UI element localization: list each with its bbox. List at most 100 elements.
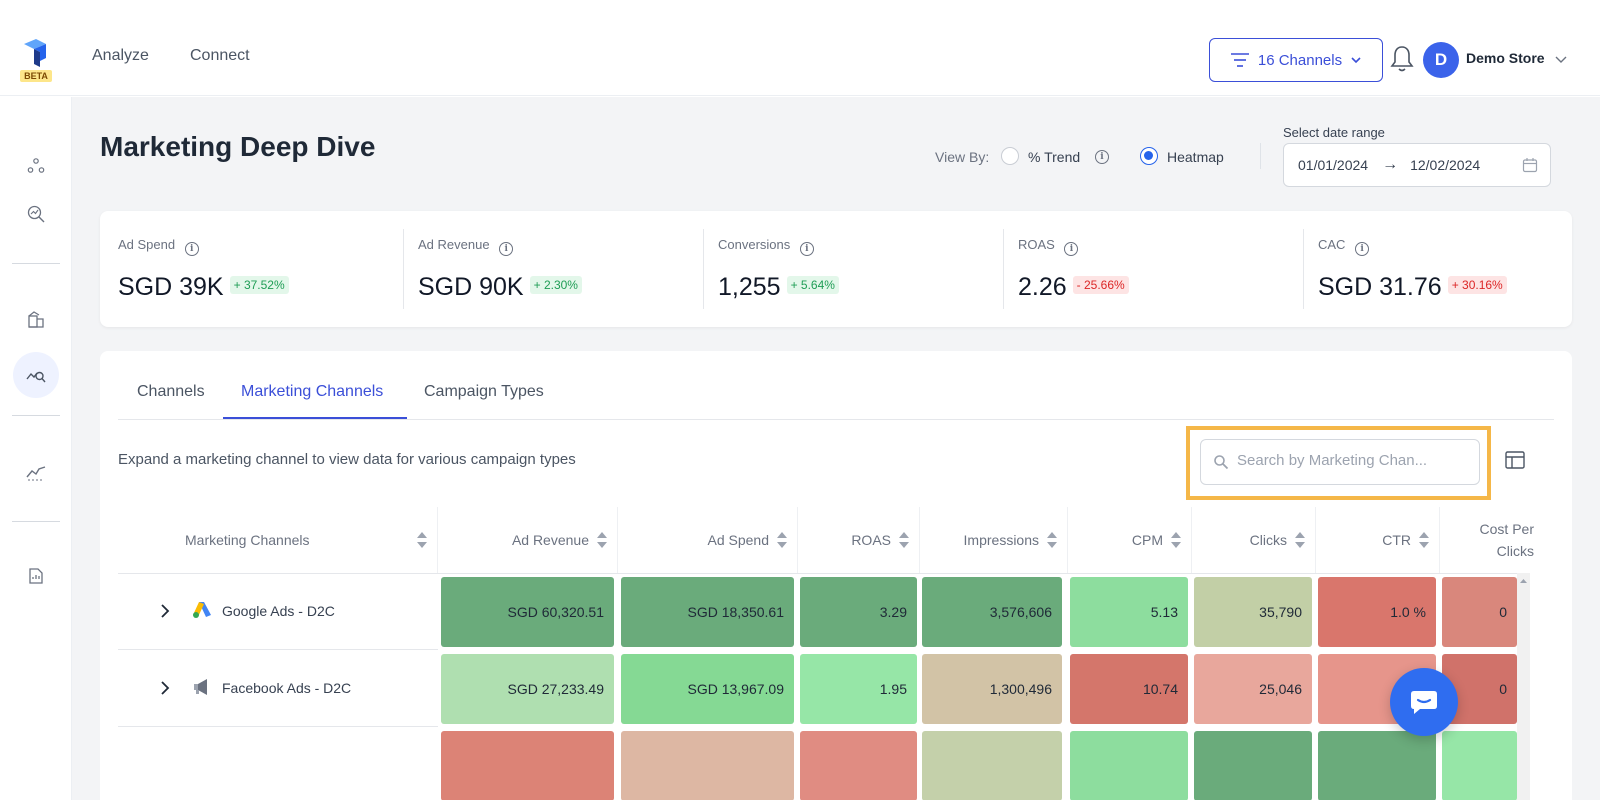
sort-icon[interactable]: [1047, 532, 1057, 548]
column-header-label: Clicks: [1249, 532, 1287, 548]
search-icon: [1214, 455, 1229, 470]
search-highlight-frame: [1186, 426, 1491, 500]
heatmap-cell-ad-revenue: SGD 60,320.51: [441, 577, 614, 647]
kpi-change-badge: + 30.16%: [1447, 276, 1507, 295]
kpi-conversions: Conversions i 1,255 + 5.64%: [700, 211, 1006, 327]
trend-radio-label[interactable]: % Trend: [1028, 149, 1081, 165]
kpi-cac: CAC i SGD 31.76 + 30.16%: [1300, 211, 1600, 327]
sort-icon[interactable]: [777, 532, 787, 548]
column-header-label: ROAS: [851, 532, 891, 548]
column-header-cpm[interactable]: CPM: [1068, 507, 1192, 573]
channels-filter-button[interactable]: 16 Channels: [1209, 38, 1383, 82]
sidebar-divider: [12, 415, 60, 416]
table-description: Expand a marketing channel to view data …: [118, 451, 576, 468]
info-icon[interactable]: i: [1355, 242, 1370, 256]
nodes-icon[interactable]: [24, 154, 48, 178]
app-logo[interactable]: BETA: [20, 38, 52, 82]
calendar-icon[interactable]: [1522, 157, 1538, 173]
table-header-divider: [118, 573, 1530, 574]
column-header-marketing-channels[interactable]: Marketing Channels: [118, 507, 438, 573]
date-to[interactable]: 12/02/2024: [1410, 157, 1481, 173]
sort-icon[interactable]: [597, 532, 607, 548]
sort-icon[interactable]: [1171, 532, 1181, 548]
kpi-change-badge: + 2.30%: [529, 276, 582, 295]
info-icon[interactable]: i: [799, 242, 814, 256]
active-tab-indicator: [223, 417, 407, 419]
search-chart-icon[interactable]: [24, 202, 48, 226]
kpi-value: 2.26: [1018, 273, 1067, 301]
expand-chevron-icon[interactable]: [158, 604, 172, 618]
heatmap-cell-clicks: 35,790: [1194, 577, 1312, 647]
heatmap-radio[interactable]: [1140, 147, 1158, 165]
date-range-label: Select date range: [1283, 125, 1385, 140]
info-icon[interactable]: i: [499, 242, 514, 256]
scroll-up-icon[interactable]: [1517, 576, 1530, 586]
store-chevron-down-icon[interactable]: [1554, 52, 1568, 66]
heatmap-cell-ad-revenue: SGD 27,233.49: [441, 654, 614, 724]
column-header-clicks[interactable]: Clicks: [1192, 507, 1316, 573]
kpi-label: Ad Revenue: [418, 237, 490, 252]
marketing-table-card: Channels Marketing Channels Campaign Typ…: [100, 351, 1572, 800]
search-input[interactable]: [1237, 452, 1473, 469]
sidebar-divider: [12, 521, 60, 522]
info-icon[interactable]: i: [1064, 242, 1079, 256]
kpi-summary-card: Ad Spend i SGD 39K + 37.52% Ad Revenue i …: [100, 211, 1572, 327]
store-name[interactable]: Demo Store: [1466, 50, 1545, 66]
heatmap-cell-roas: 1.95: [800, 654, 917, 724]
nav-connect[interactable]: Connect: [190, 47, 250, 64]
trend-search-icon[interactable]: [24, 363, 48, 387]
search-field[interactable]: [1200, 439, 1480, 485]
kpi-ad-revenue: Ad Revenue i SGD 90K + 2.30%: [400, 211, 706, 327]
sort-icon[interactable]: [1419, 532, 1429, 548]
column-header-label: CPM: [1131, 532, 1163, 548]
page-title: Marketing Deep Dive: [100, 131, 376, 162]
heatmap-cell-cpm: [1070, 731, 1188, 800]
kpi-value: SGD 90K: [418, 273, 524, 301]
column-header-label: Ad Revenue: [511, 532, 589, 548]
building-chart-icon[interactable]: [24, 307, 48, 331]
trend-info-icon[interactable]: i: [1095, 150, 1109, 164]
sort-icon[interactable]: [1295, 532, 1305, 548]
heatmap-cell-ctr: [1318, 731, 1436, 800]
nav-analyze[interactable]: Analyze: [92, 47, 149, 64]
heatmap-cell-ad-spend: SGD 18,350.61: [621, 577, 794, 647]
sort-icon[interactable]: [899, 532, 909, 548]
kpi-change-badge: + 5.64%: [786, 276, 839, 295]
heatmap-cell-roas: [800, 731, 917, 800]
column-header-roas[interactable]: ROAS: [798, 507, 920, 573]
column-header-impressions[interactable]: Impressions: [920, 507, 1068, 573]
column-header-ctr[interactable]: CTR: [1316, 507, 1440, 573]
column-header-label: Cost Per Clicks: [1479, 521, 1534, 559]
sidebar-divider: [12, 263, 60, 264]
kpi-ad-spend: Ad Spend i SGD 39K + 37.52%: [100, 211, 406, 327]
avatar[interactable]: D: [1423, 42, 1459, 78]
row-divider: [118, 726, 438, 727]
kpi-divider: [1303, 229, 1304, 309]
tab-campaign-types[interactable]: Campaign Types: [424, 383, 544, 400]
chat-support-button[interactable]: [1390, 668, 1458, 736]
columns-settings-icon[interactable]: [1504, 449, 1526, 471]
table-row-facebook-ads[interactable]: Facebook Ads - D2C: [118, 650, 438, 726]
info-icon[interactable]: i: [184, 242, 199, 256]
tab-channels[interactable]: Channels: [137, 383, 205, 400]
column-header-ad-spend[interactable]: Ad Spend: [618, 507, 798, 573]
tab-marketing-channels[interactable]: Marketing Channels: [241, 383, 384, 400]
trend-radio[interactable]: [1001, 147, 1019, 165]
heatmap-cell-impressions: 3,576,606: [922, 577, 1062, 647]
column-header-cost-per-clicks[interactable]: Cost Per Clicks: [1440, 507, 1540, 573]
table-scrollbar[interactable]: [1517, 573, 1530, 800]
column-header-ad-revenue[interactable]: Ad Revenue: [438, 507, 618, 573]
sidebar: [0, 97, 72, 800]
divider: [1260, 143, 1261, 169]
expand-chevron-icon[interactable]: [158, 681, 172, 695]
logo-icon: [24, 39, 46, 67]
kpi-value: SGD 31.76: [1318, 273, 1442, 301]
date-range-picker[interactable]: 01/01/2024 → 12/02/2024: [1283, 143, 1551, 187]
sparkline-icon[interactable]: [24, 460, 48, 484]
sort-icon[interactable]: [417, 532, 427, 548]
document-chart-icon[interactable]: [24, 564, 48, 588]
table-row-google-ads[interactable]: Google Ads - D2C: [118, 573, 438, 649]
notification-bell-icon[interactable]: [1389, 44, 1415, 74]
date-from[interactable]: 01/01/2024: [1298, 157, 1369, 173]
heatmap-radio-label[interactable]: Heatmap: [1167, 149, 1224, 165]
